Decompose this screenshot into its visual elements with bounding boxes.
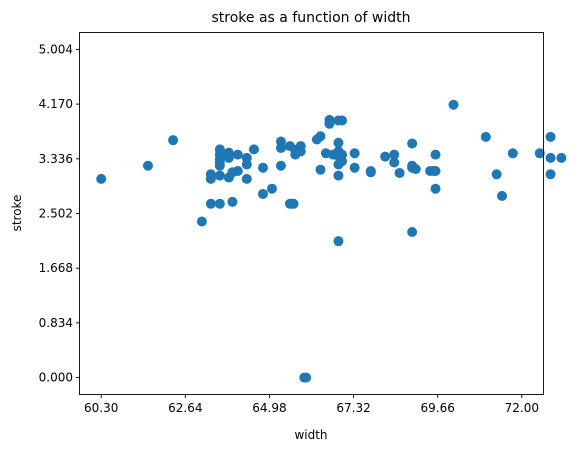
data-point — [214, 170, 225, 181]
x-axis: 60.30 62.64 64.98 67.32 69.66 72.00 — [84, 394, 539, 415]
plot-frame — [79, 32, 544, 395]
y-tick-label: 0.834 — [39, 316, 73, 330]
data-point — [556, 152, 567, 163]
data-point — [534, 148, 545, 159]
data-point — [448, 99, 459, 110]
y-tick-label: 3.336 — [39, 152, 73, 166]
data-point — [223, 152, 234, 163]
data-points — [96, 99, 567, 383]
y-tick-label: 2.502 — [39, 207, 73, 221]
data-point — [196, 216, 207, 227]
data-point — [315, 131, 326, 142]
data-point — [389, 149, 400, 160]
x-tick-label: 72.00 — [505, 401, 539, 415]
data-point — [480, 131, 491, 142]
chart-title: stroke as a function of width — [212, 10, 411, 26]
data-point — [301, 372, 312, 383]
data-point — [430, 166, 441, 176]
x-axis-label: width — [294, 428, 327, 442]
y-axis-label: stroke — [10, 195, 24, 232]
x-tick-label: 60.30 — [84, 401, 118, 415]
data-point — [545, 169, 556, 180]
data-point — [266, 183, 277, 194]
y-axis: 0.000 0.834 1.668 2.502 3.336 4.170 5.004 — [39, 42, 80, 385]
data-point — [205, 198, 216, 209]
data-point — [241, 159, 252, 170]
data-point — [227, 196, 238, 207]
data-point — [545, 152, 556, 163]
data-point — [545, 131, 556, 142]
data-point — [410, 164, 421, 175]
x-tick-label: 67.32 — [336, 401, 370, 415]
data-point — [214, 160, 225, 171]
data-point — [349, 162, 360, 173]
x-tick-label: 69.66 — [420, 401, 454, 415]
data-point — [295, 146, 306, 157]
data-point — [257, 162, 268, 173]
data-point — [324, 114, 335, 125]
data-point — [275, 143, 286, 154]
data-point — [497, 190, 508, 201]
data-point — [168, 135, 179, 146]
data-point — [232, 149, 243, 160]
data-point — [288, 198, 299, 209]
x-tick-label: 62.64 — [168, 401, 202, 415]
data-point — [407, 138, 418, 149]
data-point — [214, 198, 225, 209]
data-point — [430, 183, 441, 194]
data-point — [407, 226, 418, 237]
data-point — [394, 167, 405, 178]
data-point — [365, 167, 376, 178]
y-tick-label: 0.000 — [39, 371, 73, 385]
y-tick-label: 4.170 — [39, 97, 73, 111]
x-tick-label: 64.98 — [252, 401, 286, 415]
data-point — [389, 157, 400, 168]
data-point — [333, 137, 344, 148]
data-point — [337, 115, 348, 126]
data-point — [380, 151, 391, 162]
data-point — [248, 144, 259, 155]
data-point — [205, 173, 216, 184]
data-point — [232, 166, 243, 176]
data-point — [507, 148, 518, 159]
data-point — [430, 149, 441, 160]
y-tick-label: 5.004 — [39, 42, 73, 56]
data-point — [337, 156, 348, 167]
data-point — [142, 160, 153, 171]
data-point — [241, 173, 252, 184]
data-point — [491, 169, 502, 180]
data-point — [333, 170, 344, 181]
data-point — [315, 164, 326, 175]
data-point — [349, 148, 360, 159]
y-tick-label: 1.668 — [39, 261, 73, 275]
data-point — [96, 173, 107, 184]
data-point — [275, 160, 286, 171]
data-point — [257, 188, 268, 199]
data-point — [333, 236, 344, 247]
